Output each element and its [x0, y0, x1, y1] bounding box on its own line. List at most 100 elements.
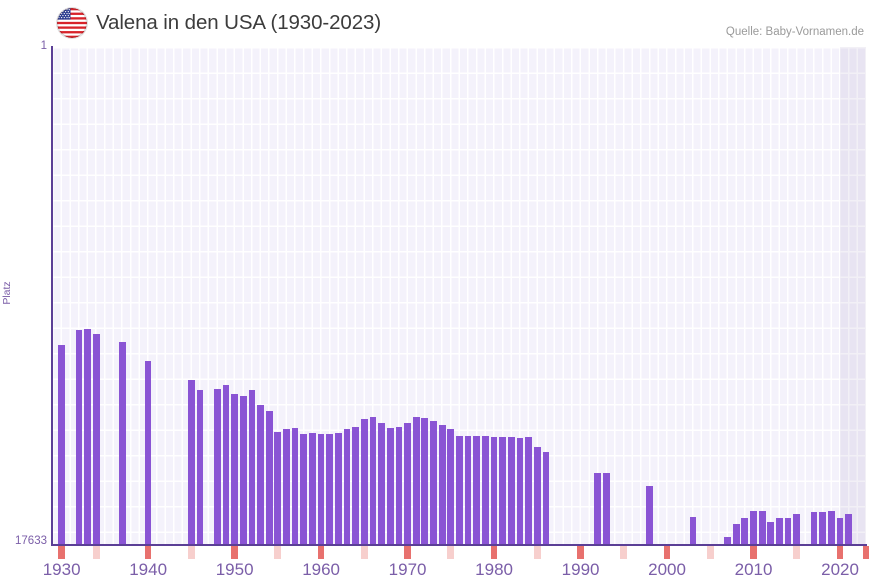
bar — [646, 486, 654, 545]
bar — [196, 390, 204, 545]
x-tick-major-marker — [404, 546, 411, 559]
future-range-shading — [840, 47, 866, 545]
x-tick-major-marker — [58, 546, 65, 559]
x-tick-major-marker — [490, 546, 498, 559]
y-axis-line — [51, 46, 53, 546]
y-axis-bottom-tick-label: 17633 — [15, 535, 47, 547]
bar — [265, 411, 273, 545]
plot-area — [53, 47, 866, 545]
x-tick-minor-marker — [533, 546, 541, 559]
x-tick-label: 1940 — [129, 560, 168, 579]
y-axis-top-tick-label: 1 — [40, 40, 47, 52]
bar — [412, 417, 420, 545]
bar — [741, 518, 749, 545]
x-tick-major-marker — [577, 546, 584, 559]
bar — [516, 438, 524, 545]
bar — [473, 436, 481, 545]
x-tick-minor-marker — [620, 546, 628, 559]
page-title: Valena in den USA (1930-2023) — [96, 11, 382, 34]
source-attribution: Quelle: Baby-Vornamen.de — [725, 26, 864, 38]
bar — [438, 425, 446, 545]
bar — [421, 418, 429, 545]
bar — [144, 361, 152, 545]
x-tick-major-marker — [144, 546, 152, 559]
x-tick-major-marker — [663, 546, 671, 559]
bar — [213, 389, 221, 545]
bar — [395, 427, 403, 545]
bar — [187, 380, 195, 545]
x-axis-tick-labels: 1930 1940 1950 1960 1970 1980 1990 2000 2010 2020 — [0, 560, 873, 585]
x-tick-major-marker — [836, 546, 844, 559]
bar — [386, 428, 394, 545]
x-tick-major-marker — [862, 546, 870, 559]
x-tick-label: 1990 — [561, 560, 600, 579]
x-tick-minor-marker — [274, 546, 282, 559]
bar — [274, 432, 282, 545]
bar — [845, 514, 852, 545]
bar — [456, 436, 463, 545]
x-tick-major-marker — [750, 546, 757, 559]
bar — [317, 434, 325, 545]
x-tick-minor-marker — [793, 546, 801, 559]
x-tick-minor-marker — [92, 546, 100, 559]
us-flag-icon — [57, 8, 87, 38]
bar — [603, 473, 610, 545]
bar — [507, 437, 515, 545]
bar — [542, 452, 550, 545]
bar — [758, 511, 766, 545]
bar — [464, 436, 472, 545]
bar — [482, 436, 489, 545]
bar — [732, 524, 740, 545]
bar — [231, 394, 238, 545]
bar — [58, 345, 65, 545]
bar — [767, 522, 775, 545]
bar — [300, 434, 308, 545]
bar — [84, 329, 91, 545]
bar — [750, 511, 757, 545]
bar — [309, 433, 316, 545]
x-tick-major-marker — [231, 546, 238, 559]
bar — [92, 334, 100, 545]
x-tick-label: 2000 — [648, 560, 686, 579]
bar — [810, 512, 818, 545]
bar — [239, 396, 247, 545]
bar — [291, 428, 299, 545]
bar — [360, 419, 368, 545]
x-tick-label: 1950 — [215, 560, 254, 579]
bar — [430, 421, 437, 545]
x-tick-label: 2020 — [821, 560, 859, 579]
x-tick-label: 2010 — [734, 560, 773, 579]
x-tick-label: 1980 — [475, 560, 514, 579]
chart-header: Valena in den USA (1930-2023) Quelle: Ba… — [0, 0, 873, 44]
bar — [533, 447, 541, 545]
x-tick-label: 1930 — [42, 560, 81, 579]
bar — [689, 517, 697, 545]
bar — [594, 473, 602, 545]
bar — [118, 342, 126, 545]
bar — [447, 429, 455, 545]
x-tick-label: 1960 — [302, 560, 341, 579]
bar — [490, 437, 498, 545]
bar — [257, 405, 264, 545]
bar — [793, 514, 801, 545]
bar — [248, 390, 256, 545]
bar — [827, 511, 835, 545]
bar — [776, 518, 783, 545]
y-axis-title: Platz — [1, 281, 13, 305]
bar — [525, 437, 532, 545]
bar — [819, 512, 827, 545]
bar — [369, 417, 377, 545]
x-tick-label: 1970 — [388, 560, 427, 579]
x-tick-major-marker — [317, 546, 325, 559]
bar — [75, 330, 83, 545]
x-tick-minor-marker — [360, 546, 368, 559]
bar — [724, 537, 731, 545]
x-tick-minor-marker — [187, 546, 195, 559]
bar — [326, 434, 334, 545]
bar — [334, 433, 342, 545]
bar — [499, 437, 507, 545]
bar — [352, 427, 360, 545]
bar — [378, 423, 385, 545]
x-axis-line — [51, 544, 867, 546]
